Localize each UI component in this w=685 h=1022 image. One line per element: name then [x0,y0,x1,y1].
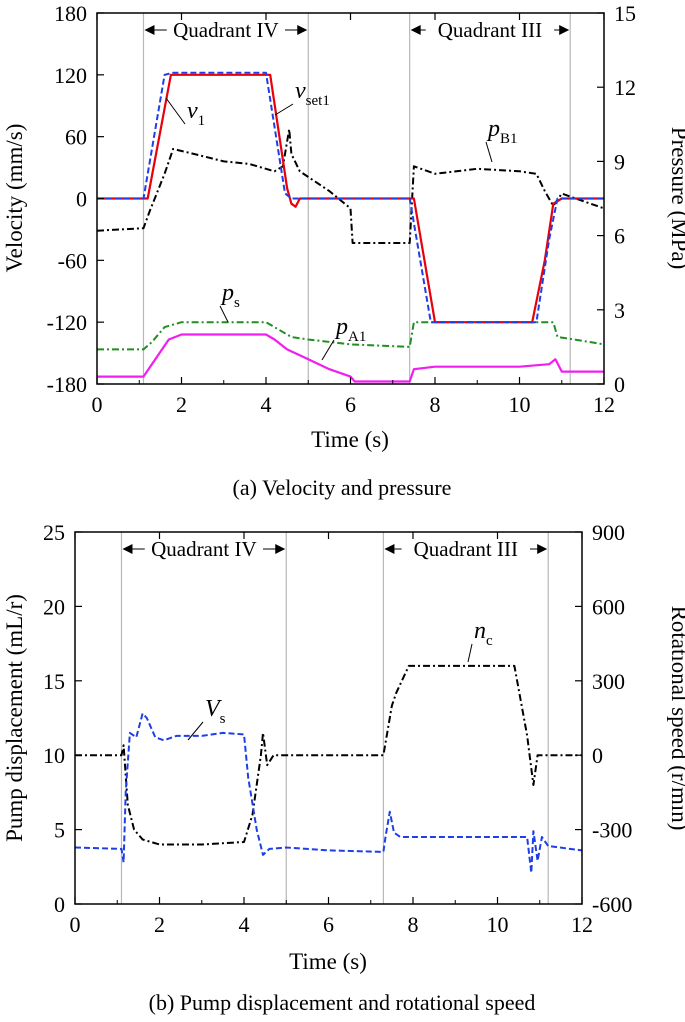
chart-a-x-tick-label: 0 [92,392,103,417]
chart-b-x-tick-label: 10 [487,912,509,937]
chart-a-region-arrow-right [297,25,308,35]
chart-b-y2-tick-label: 900 [592,520,625,545]
chart-b-plot-area: Quadrant IV Quadrant III 0 2 4 6 8 10 12 0 5 10 15 20… [43,520,632,937]
chart-b-y2-tick-label: -600 [592,892,632,917]
chart-a-y-tick-label: 180 [54,1,87,26]
chart-b-region-arrow-left [384,544,395,554]
chart-a-x-tick-label: 10 [509,392,531,417]
chart-a-y2-tick-label: 15 [614,1,636,26]
chart-b-x-tick-label: 4 [239,912,250,937]
chart-a-x-tick-label: 6 [345,392,356,417]
annotation-subscript: s [234,295,240,311]
chart-b-caption: (b) Pump displacement and rotational spe… [149,990,536,1015]
chart-b-y2-tick-label: 0 [592,743,603,768]
chart-b-y-tick-label: 25 [43,520,65,545]
chart-a-annotation-leader [165,97,186,125]
chart-a-region-label: Quadrant III [438,18,542,42]
chart-a-ylabel: Velocity (mm/s) [2,124,27,273]
chart-b-y2label: Rotational speed (r/min) [667,606,685,831]
chart-b-x-tick-label: 0 [70,912,81,937]
chart-a-y2-tick-label: 9 [614,149,625,174]
chart-a-y-tick-label: -60 [58,248,87,273]
annotation-subscript: A1 [348,329,366,345]
chart-a-annotation-leader [485,141,493,163]
chart-b-annotation-v-s: Vs [205,696,226,727]
chart-a-x-tick-label: 2 [176,392,187,417]
chart-b-y-tick-label: 10 [43,743,65,768]
chart-a-region-arrow-right [559,25,570,35]
chart-b-y2-tick-label: 300 [592,669,625,694]
chart-a-x-tick-label: 12 [593,392,615,417]
chart-a-annotation-leader [219,305,229,323]
chart-a-annotation-leader [274,103,294,116]
chart-a-series-v-1 [97,71,604,324]
chart-b-y-tick-label: 0 [54,892,65,917]
chart-a-annotation-p-b1: pB1 [486,116,518,147]
chart-a-y-tick-label: -120 [47,310,87,335]
chart-a-y2-tick-label: 6 [614,224,625,249]
chart-b-region-label: Quadrant III [414,537,518,561]
chart-a-series-p-a1 [97,333,604,383]
chart-a: Time (s) Velocity (mm/s) Pressure (MPa) … [2,1,685,500]
chart-b-series-v-s [74,712,583,874]
chart-b-annotation-n-c: nc [474,618,493,649]
chart-a-annotation-p-a1: pA1 [334,314,366,345]
annotation-subscript: c [486,633,493,649]
chart-a-region-label-bg [166,18,285,40]
chart-b-region-label: Quadrant IV [151,537,257,561]
chart-b-y2-tick-label: 600 [592,594,625,619]
chart-a-region-arrow-left [144,25,155,35]
chart-b-region-arrow-right [275,544,286,554]
chart-a-annotation-leader [321,339,335,361]
chart-a-region-label-bg [425,18,555,40]
chart-b-x-tick-label: 2 [154,912,165,937]
chart-b-plot-frame [74,531,583,905]
chart-b-y-tick-label: 5 [54,818,65,843]
annotation-subscript: s [220,711,226,727]
chart-a-y-tick-label: -180 [47,372,87,397]
chart-a-series-p-b1 [96,128,605,244]
chart-b-x-tick-label: 6 [323,912,334,937]
chart-a-region-arrow-left [410,25,421,35]
chart-a-caption: (a) Velocity and pressure [233,475,452,500]
chart-a-region-label: Quadrant IV [173,18,279,42]
annotation-subscript: 1 [198,113,206,129]
chart-b-region-label-bg [401,537,531,559]
chart-a-y2-tick-label: 12 [614,75,636,100]
chart-a-y-tick-label: 60 [65,125,87,150]
chart-b-x-tick-label: 8 [408,912,419,937]
chart-a-y2label: Pressure (MPa) [667,127,685,269]
chart-b-annotation-leader [187,721,204,741]
chart-a-annotation-v-1: v1 [187,98,205,129]
chart-b-y-tick-label: 20 [43,594,65,619]
annotation-subscript: B1 [500,131,518,147]
chart-b-region-label-bg [144,537,263,559]
chart-b-y2-tick-label: -300 [592,818,632,843]
chart-a-y2-tick-label: 0 [614,372,625,397]
chart-a-annotation-p-s: ps [220,280,240,311]
chart-a-y-tick-label: 0 [76,187,87,212]
chart-b-xlabel: Time (s) [289,949,367,974]
chart-b-ylabel: Pump displacement (mL/r) [2,594,27,842]
chart-b-series-n-c [75,664,582,846]
chart-b-y-tick-label: 15 [43,669,65,694]
chart-a-y2-tick-label: 3 [614,298,625,323]
chart-a-x-tick-label: 8 [430,392,441,417]
chart-a-y-tick-label: 120 [54,63,87,88]
chart-b-region-arrow-right [537,544,548,554]
chart-a-series-v-set1 [97,73,604,324]
chart-b: Time (s) Pump displacement (mL/r) Rotati… [2,520,685,1015]
chart-a-x-tick-label: 4 [261,392,272,417]
chart-b-annotation-leader [467,643,473,663]
chart-a-annotation-v-set1: vset1 [295,78,330,109]
chart-b-region-arrow-left [122,544,133,554]
chart-b-x-tick-label: 12 [571,912,593,937]
chart-a-xlabel: Time (s) [311,427,389,452]
annotation-subscript: set1 [306,93,330,109]
